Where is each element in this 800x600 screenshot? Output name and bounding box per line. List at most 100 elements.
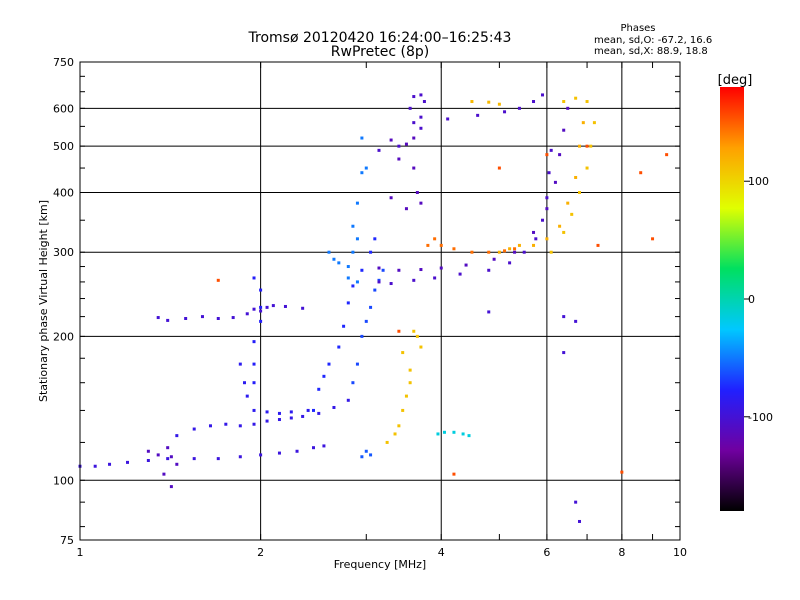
chart-subtitle: RwPretec (8p) <box>331 44 429 60</box>
data-point <box>373 237 377 241</box>
data-point <box>252 381 256 385</box>
data-point <box>208 424 212 428</box>
data-point <box>578 144 582 148</box>
phase-stats-x: mean, sd,X: 88.9, 18.8 <box>594 46 708 57</box>
data-point <box>487 268 491 272</box>
data-point <box>377 278 381 282</box>
data-point <box>467 434 471 438</box>
data-point <box>412 166 416 170</box>
data-point <box>259 309 263 313</box>
data-point <box>252 362 256 366</box>
data-point <box>522 250 526 254</box>
data-point <box>283 304 287 308</box>
data-point <box>408 368 412 372</box>
data-point <box>311 446 315 450</box>
data-point <box>126 460 130 464</box>
x-tick-label: 4 <box>438 546 445 559</box>
data-point <box>265 410 269 414</box>
data-point <box>452 247 456 251</box>
data-point <box>224 422 228 426</box>
data-point <box>589 144 593 148</box>
data-point <box>558 153 562 157</box>
data-point <box>503 249 507 253</box>
data-point <box>355 237 359 241</box>
data-point <box>146 458 150 462</box>
phase-stats-o: mean, sd,O: -67.2, 16.6 <box>594 35 712 46</box>
data-point <box>259 288 263 292</box>
data-point <box>408 381 412 385</box>
data-point <box>360 268 364 272</box>
data-point <box>162 472 166 476</box>
data-point <box>351 224 355 228</box>
data-point <box>238 424 242 428</box>
colorbar-tick-label: 0 <box>748 293 755 306</box>
data-point <box>397 329 401 333</box>
data-point <box>419 268 423 272</box>
data-point <box>461 432 465 436</box>
data-point <box>397 157 401 161</box>
data-point <box>238 362 242 366</box>
data-point <box>322 444 326 448</box>
data-point <box>346 398 350 402</box>
data-point <box>545 237 549 241</box>
data-point <box>364 166 368 170</box>
data-point <box>513 247 517 251</box>
data-point <box>346 276 350 280</box>
data-point <box>192 457 196 461</box>
data-point <box>446 117 450 121</box>
data-point <box>513 250 517 254</box>
data-point <box>156 316 160 320</box>
colorbar-tick-label: 100 <box>748 175 769 188</box>
data-point <box>497 250 501 254</box>
data-point <box>377 280 381 284</box>
data-point <box>562 100 566 104</box>
data-point <box>503 110 507 114</box>
data-point <box>578 190 582 194</box>
data-point <box>412 121 416 125</box>
data-point <box>470 250 474 254</box>
data-point <box>570 212 574 216</box>
data-point <box>558 224 562 228</box>
data-point <box>146 449 150 453</box>
data-point <box>562 230 566 234</box>
data-point <box>169 485 173 489</box>
data-point <box>408 106 412 110</box>
data-point <box>415 190 419 194</box>
data-point <box>364 319 368 323</box>
data-point <box>620 470 624 474</box>
data-point <box>381 268 385 272</box>
data-point <box>487 250 491 254</box>
data-point <box>360 334 364 338</box>
data-point <box>412 278 416 282</box>
data-point <box>492 257 496 261</box>
data-point <box>265 305 269 309</box>
data-point <box>592 121 596 125</box>
y-tick-label: 400 <box>53 186 74 199</box>
data-point <box>547 171 551 175</box>
data-point <box>192 427 196 431</box>
data-point <box>596 243 600 247</box>
data-point <box>534 237 538 241</box>
data-point <box>252 422 256 426</box>
colorbar <box>720 87 744 511</box>
data-point <box>355 201 359 205</box>
data-point <box>377 266 381 270</box>
data-point <box>301 414 305 418</box>
data-point <box>419 93 423 97</box>
data-point <box>574 175 578 179</box>
data-point <box>464 263 468 267</box>
data-point <box>156 453 160 457</box>
x-tick-label: 6 <box>543 546 550 559</box>
data-point <box>346 301 350 305</box>
data-point <box>271 304 275 308</box>
data-point <box>574 96 578 100</box>
data-point <box>497 102 501 106</box>
data-point <box>585 166 589 170</box>
data-point <box>404 394 408 398</box>
data-point <box>508 261 512 265</box>
data-point <box>476 113 480 117</box>
data-point <box>166 457 170 461</box>
data-point <box>419 201 423 205</box>
y-tick-label: 75 <box>60 534 74 547</box>
